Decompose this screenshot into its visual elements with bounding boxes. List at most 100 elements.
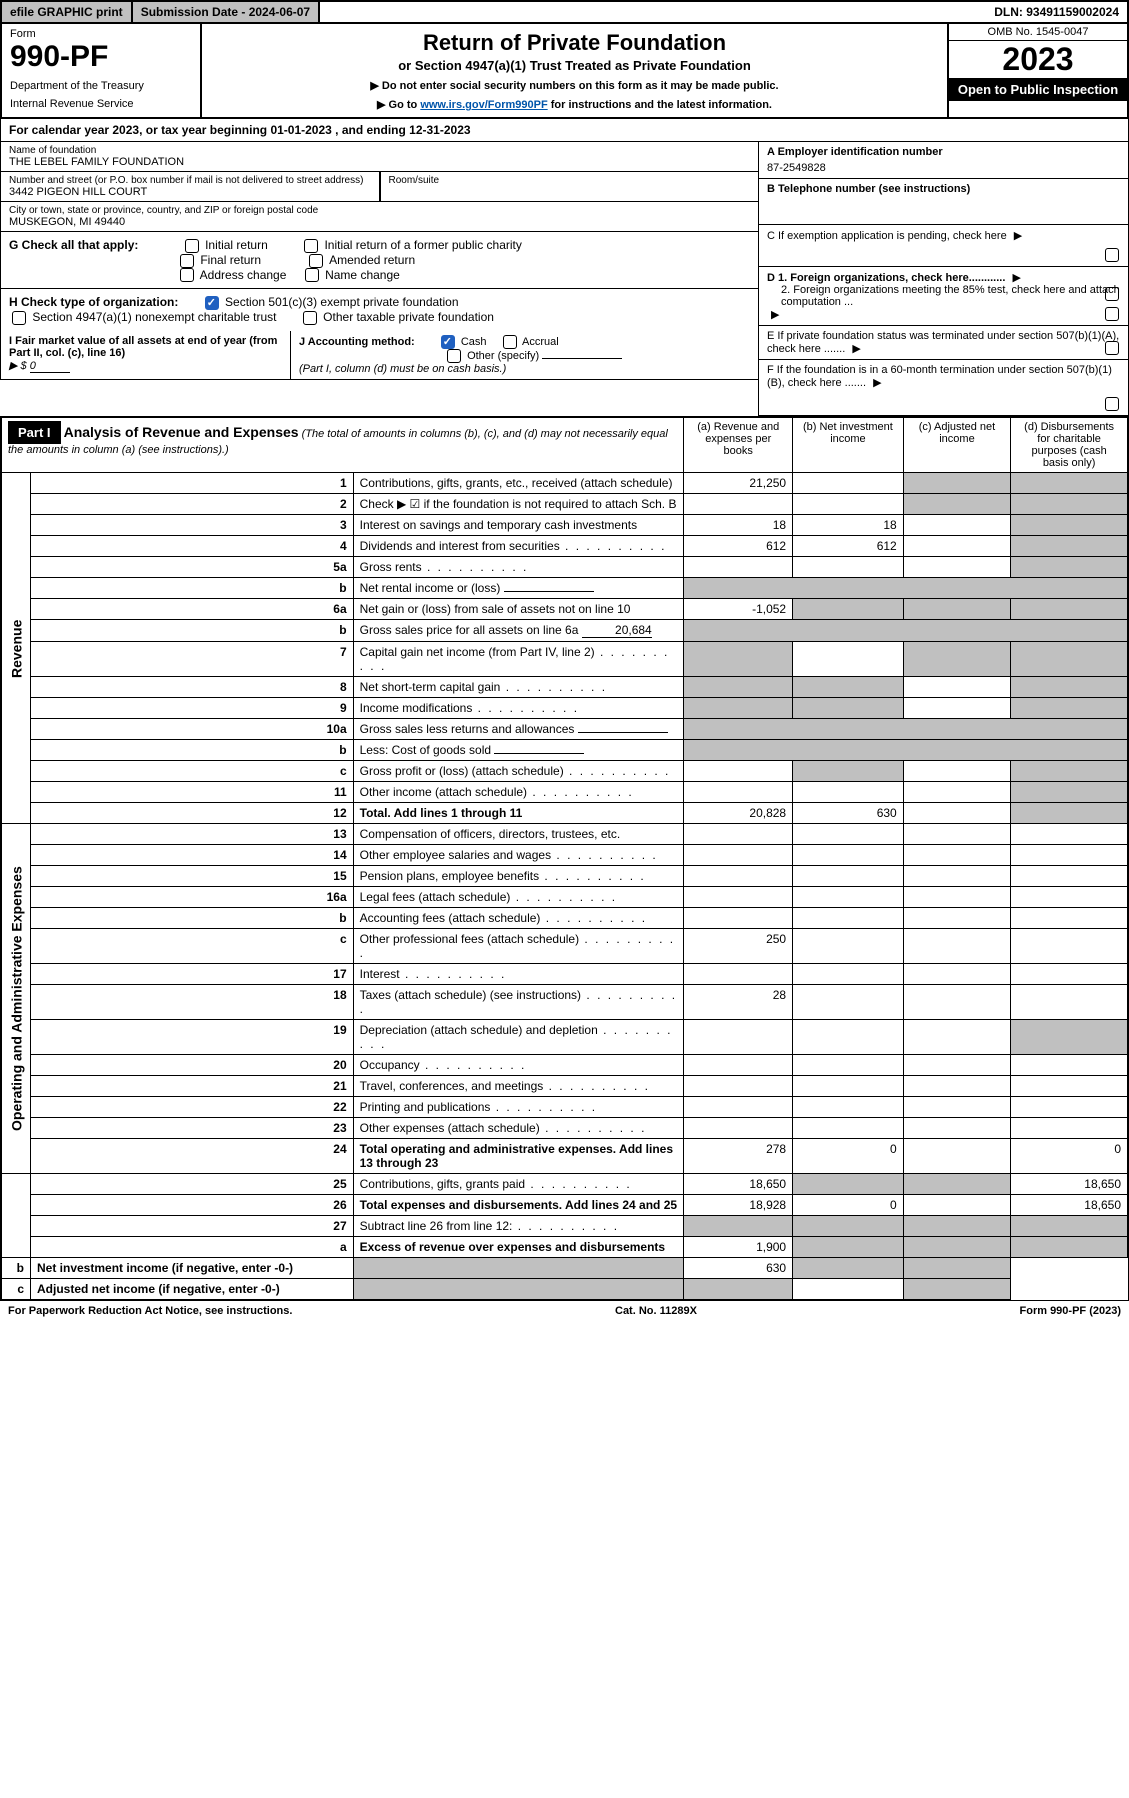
col-b-header: (b) Net investment income <box>793 418 904 473</box>
note2-pre: ▶ Go to <box>377 99 420 111</box>
j-label: J Accounting method: <box>299 336 415 348</box>
b-label: B Telephone number (see instructions) <box>767 183 970 195</box>
ij-row: I Fair market value of all assets at end… <box>0 331 758 380</box>
cb-final[interactable] <box>180 254 194 268</box>
line-number: 14 <box>31 845 354 866</box>
cell-b <box>793 557 904 578</box>
line-desc: Legal fees (attach schedule) <box>353 887 684 908</box>
table-row: 22Printing and publications <box>2 1097 1128 1118</box>
blank-side <box>2 1174 31 1258</box>
f-label: F If the foundation is in a 60-month ter… <box>767 364 1112 389</box>
cell-d <box>1011 908 1128 929</box>
col-a-header: (a) Revenue and expenses per books <box>684 418 793 473</box>
d2-label: 2. Foreign organizations meeting the 85%… <box>781 284 1120 308</box>
table-row: 8Net short-term capital gain <box>2 677 1128 698</box>
efile-label[interactable]: efile GRAPHIC print <box>2 2 133 22</box>
form-link[interactable]: www.irs.gov/Form990PF <box>420 99 547 111</box>
cell-d <box>1011 473 1128 494</box>
grey-cell <box>684 719 1128 740</box>
form-number: 990-PF <box>10 40 192 74</box>
cell-c <box>793 1258 904 1279</box>
cell-b <box>793 761 904 782</box>
cb-initial-return[interactable] <box>185 239 199 253</box>
h-row: H Check type of organization: Section 50… <box>0 289 758 331</box>
cell-c <box>903 1195 1010 1216</box>
cell-a: 18,650 <box>684 1174 793 1195</box>
table-row: cGross profit or (loss) (attach schedule… <box>2 761 1128 782</box>
cell-b <box>793 824 904 845</box>
col-d-header: (d) Disbursements for charitable purpose… <box>1011 418 1128 473</box>
line-desc: Excess of revenue over expenses and disb… <box>353 1237 684 1258</box>
cb-e[interactable] <box>1105 341 1119 355</box>
cb-other-method[interactable] <box>447 349 461 363</box>
opt-cash: Cash <box>461 336 487 348</box>
cb-d1[interactable] <box>1105 287 1119 301</box>
cb-4947[interactable] <box>12 311 26 325</box>
cb-address[interactable] <box>180 268 194 282</box>
cell-a <box>684 1055 793 1076</box>
line-desc: Net rental income or (loss) <box>353 578 684 599</box>
cb-name[interactable] <box>305 268 319 282</box>
cell-d <box>1011 677 1128 698</box>
line-desc: Travel, conferences, and meetings <box>353 1076 684 1097</box>
cb-cash[interactable] <box>441 335 455 349</box>
form-word: Form <box>10 28 192 40</box>
street-address: 3442 PIGEON HILL COURT <box>9 186 371 198</box>
cell-a <box>684 1076 793 1097</box>
grey-cell <box>684 578 1128 599</box>
table-row: 10aGross sales less returns and allowanc… <box>2 719 1128 740</box>
note2: ▶ Go to www.irs.gov/Form990PF for instru… <box>212 98 937 111</box>
calendar-year-row: For calendar year 2023, or tax year begi… <box>0 119 1129 142</box>
cb-501c3[interactable] <box>205 296 219 310</box>
cb-c[interactable] <box>1105 248 1119 262</box>
line-desc: Less: Cost of goods sold <box>353 740 684 761</box>
line-number: 3 <box>31 515 354 536</box>
city-label: City or town, state or province, country… <box>9 205 750 216</box>
cell-b <box>793 1055 904 1076</box>
opt-initial: Initial return <box>205 238 268 252</box>
opt-accrual: Accrual <box>522 336 559 348</box>
opt-4947: Section 4947(a)(1) nonexempt charitable … <box>32 310 276 324</box>
table-row: 23Other expenses (attach schedule) <box>2 1118 1128 1139</box>
line-number: 4 <box>31 536 354 557</box>
cb-other-tax[interactable] <box>303 311 317 325</box>
line-desc: Gross rents <box>353 557 684 578</box>
cell-a <box>353 1258 684 1279</box>
line-desc: Accounting fees (attach schedule) <box>353 908 684 929</box>
cell-d <box>1011 515 1128 536</box>
cell-a <box>684 698 793 719</box>
cb-d2[interactable] <box>1105 307 1119 321</box>
page-footer: For Paperwork Reduction Act Notice, see … <box>0 1301 1129 1321</box>
dln-label: DLN: 93491159002024 <box>986 2 1127 22</box>
cell-c <box>903 845 1010 866</box>
cell <box>903 494 1010 515</box>
line-number: 25 <box>31 1174 354 1195</box>
cell-c <box>903 642 1010 677</box>
table-row: 15Pension plans, employee benefits <box>2 866 1128 887</box>
table-row: 11Other income (attach schedule) <box>2 782 1128 803</box>
cb-initial-former[interactable] <box>304 239 318 253</box>
table-row: 17Interest <box>2 964 1128 985</box>
open-inspection: Open to Public Inspection <box>949 78 1127 101</box>
cb-accrual[interactable] <box>503 335 517 349</box>
cell-d <box>1011 1020 1128 1055</box>
part1-title: Analysis of Revenue and Expenses <box>64 424 299 440</box>
line-number: b <box>31 908 354 929</box>
grey-cell <box>684 1216 793 1237</box>
line-desc: Total. Add lines 1 through 11 <box>353 803 684 824</box>
cb-f[interactable] <box>1105 397 1119 411</box>
line-desc: Gross profit or (loss) (attach schedule) <box>353 761 684 782</box>
irs-label: Internal Revenue Service <box>10 98 192 110</box>
cell-c <box>903 677 1010 698</box>
g-row: G Check all that apply: Initial return I… <box>0 232 758 289</box>
line-desc: Dividends and interest from securities <box>353 536 684 557</box>
cell-d <box>1011 866 1128 887</box>
part1-table: Part I Analysis of Revenue and Expenses … <box>0 416 1129 1301</box>
form-subtitle: or Section 4947(a)(1) Trust Treated as P… <box>212 58 937 73</box>
cb-amended[interactable] <box>309 254 323 268</box>
cell-d <box>1011 642 1128 677</box>
cell-d <box>1011 824 1128 845</box>
cell-a <box>684 887 793 908</box>
cell-a <box>684 1020 793 1055</box>
cell-d <box>1011 557 1128 578</box>
